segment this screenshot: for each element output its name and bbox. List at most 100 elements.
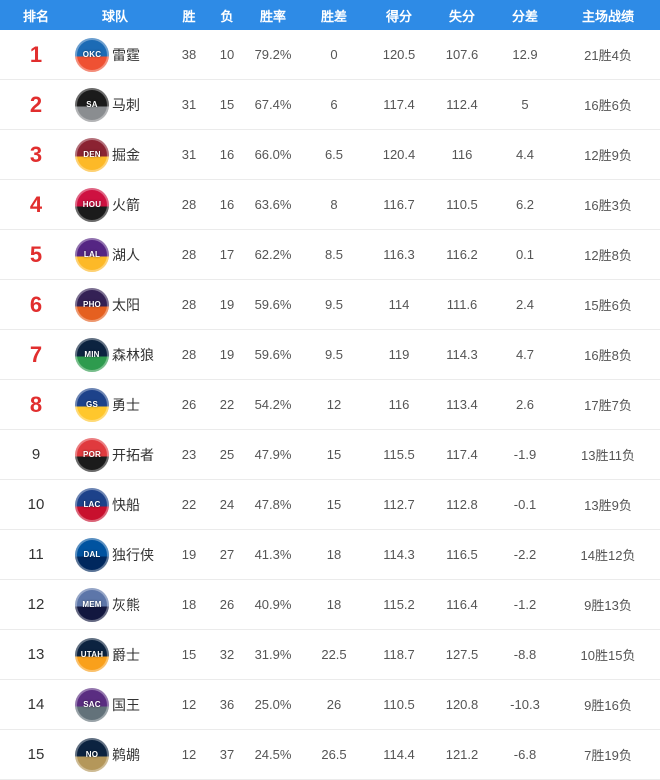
point-diff-value: 6.2 bbox=[515, 197, 535, 212]
table-row: 8 GS 勇士 26 22 54.2% 12 116 113.4 2.6 17胜… bbox=[0, 380, 660, 430]
wins-value: 26 bbox=[181, 397, 197, 412]
games-behind-value: 8.5 bbox=[324, 247, 344, 262]
team-name-link[interactable]: 勇士 bbox=[112, 396, 140, 413]
games-behind-value: 12 bbox=[326, 397, 342, 412]
losses-value: 25 bbox=[219, 447, 235, 462]
point-diff-value: -6.8 bbox=[513, 747, 537, 762]
games-behind-value: 0 bbox=[330, 47, 338, 62]
home-record-value: 9胜16负 bbox=[584, 698, 632, 713]
team-name-link[interactable]: 掘金 bbox=[112, 146, 140, 163]
losses-value: 17 bbox=[219, 247, 235, 262]
points-against-value: 107.6 bbox=[445, 47, 479, 62]
table-row: 3 DEN 掘金 31 16 66.0% 6.5 120.4 116 4.4 1… bbox=[0, 130, 660, 180]
points-against-value: 114.3 bbox=[446, 347, 478, 362]
team-abbr-label: POR bbox=[83, 449, 101, 459]
losses-value: 27 bbox=[219, 547, 235, 562]
home-record-value: 21胜4负 bbox=[584, 48, 632, 63]
wins-value: 15 bbox=[181, 647, 197, 662]
rank-value: 1 bbox=[29, 41, 43, 67]
table-row: 9 POR 开拓者 23 25 47.9% 15 115.5 117.4 -1.… bbox=[0, 430, 660, 480]
rank-value: 2 bbox=[29, 91, 43, 117]
team-name-link[interactable]: 雷霆 bbox=[112, 46, 140, 63]
team-name-link[interactable]: 灰熊 bbox=[112, 596, 140, 613]
games-behind-value: 18 bbox=[326, 597, 342, 612]
points-for-value: 116.3 bbox=[383, 247, 415, 262]
team-name-link[interactable]: 湖人 bbox=[112, 246, 140, 263]
team-name-link[interactable]: 快船 bbox=[112, 496, 140, 513]
points-for-value: 114.3 bbox=[383, 547, 415, 562]
points-against-value: 116.5 bbox=[446, 547, 478, 562]
win-pct-value: 79.2% bbox=[254, 47, 292, 62]
team-logo-icon: NO bbox=[75, 737, 109, 772]
losses-value: 37 bbox=[219, 747, 235, 762]
points-for-value: 117.4 bbox=[383, 97, 415, 112]
losses-value: 15 bbox=[219, 97, 235, 112]
team-name-link[interactable]: 马刺 bbox=[112, 96, 140, 113]
wins-value: 18 bbox=[181, 597, 197, 612]
wins-value: 23 bbox=[181, 447, 197, 462]
home-record-value: 12胜9负 bbox=[584, 148, 632, 163]
point-diff-value: 2.4 bbox=[515, 297, 535, 312]
team-name-link[interactable]: 国王 bbox=[112, 696, 140, 713]
team-abbr-label: MEM bbox=[82, 599, 102, 609]
table-row: 13 UTAH 爵士 15 32 31.9% 22.5 118.7 127.5 … bbox=[0, 630, 660, 680]
column-header: 失分 bbox=[448, 8, 475, 24]
home-record-value: 10胜15负 bbox=[580, 648, 636, 663]
column-header: 胜差 bbox=[320, 8, 347, 24]
team-abbr-label: GS bbox=[86, 399, 98, 409]
win-pct-value: 66.0% bbox=[254, 147, 292, 162]
points-against-value: 110.5 bbox=[446, 197, 478, 212]
rank-value: 9 bbox=[31, 446, 41, 463]
point-diff-value: 0.1 bbox=[515, 247, 535, 262]
table-row: 15 NO 鹈鹕 12 37 24.5% 26.5 114.4 121.2 -6… bbox=[0, 730, 660, 780]
losses-value: 16 bbox=[219, 197, 235, 212]
table-row: 5 LAL 湖人 28 17 62.2% 8.5 116.3 116.2 0.1… bbox=[0, 230, 660, 280]
team-name-link[interactable]: 独行侠 bbox=[112, 546, 154, 563]
team-logo-icon: OKC bbox=[75, 37, 109, 72]
win-pct-value: 67.4% bbox=[254, 97, 292, 112]
team-name-link[interactable]: 火箭 bbox=[112, 196, 140, 213]
wins-value: 38 bbox=[181, 47, 197, 62]
point-diff-value: -10.3 bbox=[510, 697, 540, 712]
losses-value: 26 bbox=[219, 597, 235, 612]
home-record-value: 7胜19负 bbox=[584, 748, 632, 763]
team-name-link[interactable]: 开拓者 bbox=[112, 446, 154, 463]
win-pct-value: 63.6% bbox=[254, 197, 292, 212]
points-against-value: 116 bbox=[451, 147, 473, 162]
point-diff-value: -0.1 bbox=[513, 497, 537, 512]
team-name-link[interactable]: 鹈鹕 bbox=[112, 746, 140, 763]
games-behind-value: 8 bbox=[330, 197, 338, 212]
win-pct-value: 47.9% bbox=[254, 447, 292, 462]
win-pct-value: 25.0% bbox=[254, 697, 292, 712]
team-name-link[interactable]: 太阳 bbox=[112, 296, 140, 313]
points-against-value: 127.5 bbox=[445, 647, 479, 662]
team-logo-icon: MEM bbox=[75, 587, 109, 622]
home-record-value: 15胜6负 bbox=[584, 298, 632, 313]
losses-value: 10 bbox=[219, 47, 235, 62]
column-header: 球队 bbox=[102, 8, 129, 24]
team-logo-icon: MIN bbox=[75, 337, 109, 372]
team-logo-icon: LAC bbox=[75, 487, 109, 522]
team-abbr-label: DAL bbox=[83, 549, 101, 559]
rank-value: 3 bbox=[29, 141, 43, 167]
team-abbr-label: SAC bbox=[83, 699, 101, 709]
rank-value: 15 bbox=[27, 746, 45, 763]
win-pct-value: 47.8% bbox=[254, 497, 292, 512]
games-behind-value: 9.5 bbox=[324, 297, 344, 312]
team-abbr-label: NO bbox=[85, 749, 99, 759]
table-row: 2 SA 马刺 31 15 67.4% 6 117.4 112.4 5 16胜6… bbox=[0, 80, 660, 130]
rank-value: 4 bbox=[29, 191, 43, 217]
team-name-link[interactable]: 森林狼 bbox=[112, 346, 154, 363]
table-row: 11 DAL 独行侠 19 27 41.3% 18 114.3 116.5 -2… bbox=[0, 530, 660, 580]
team-name-link[interactable]: 爵士 bbox=[112, 646, 140, 663]
column-header: 负 bbox=[220, 8, 234, 24]
points-for-value: 114 bbox=[388, 297, 410, 312]
point-diff-value: 12.9 bbox=[512, 47, 538, 62]
win-pct-value: 31.9% bbox=[254, 647, 292, 662]
losses-value: 22 bbox=[219, 397, 235, 412]
rank-value: 13 bbox=[27, 646, 45, 663]
team-abbr-label: OKC bbox=[82, 49, 102, 59]
points-for-value: 115.5 bbox=[383, 447, 415, 462]
points-for-value: 120.4 bbox=[382, 147, 416, 162]
win-pct-value: 54.2% bbox=[254, 397, 292, 412]
